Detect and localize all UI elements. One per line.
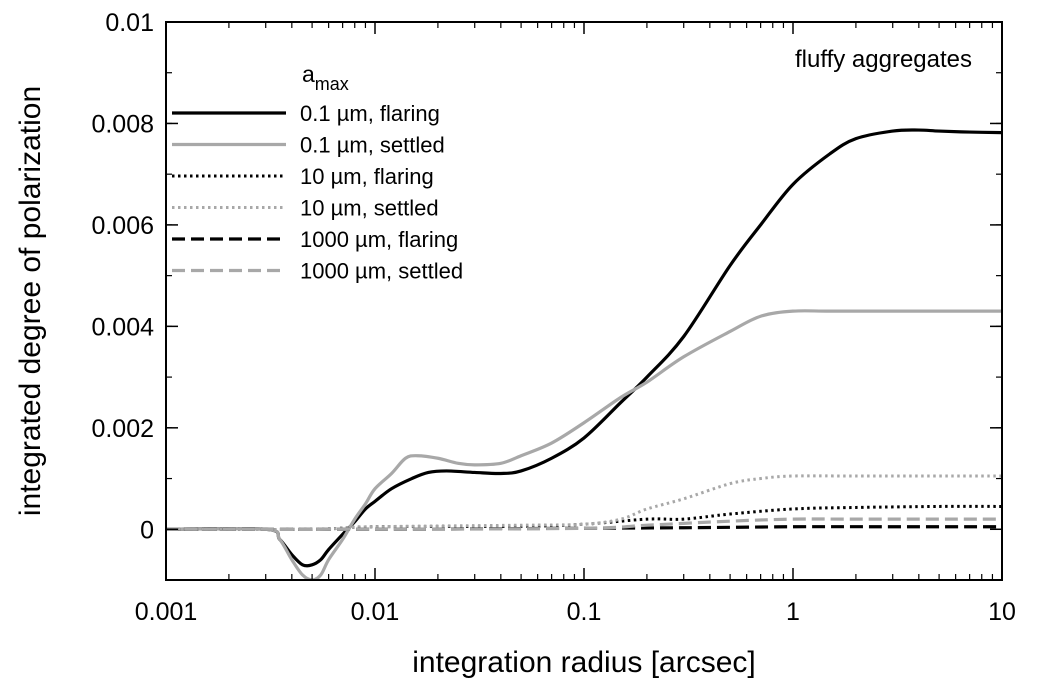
y-tick-label: 0 [140,516,154,544]
series-line-1 [166,128,1002,568]
legend-label-4: 10 µm, settled [300,196,439,221]
legend-label-3: 10 µm, flaring [300,164,434,189]
series-line-4 [166,474,1002,531]
legend-title: amax [302,61,349,94]
y-tick-label: 0.008 [91,110,154,138]
y-tick-labels: 0 0.002 0.004 0.006 0.008 0.01 [91,9,154,544]
series-line-3 [166,504,1002,531]
y-tick-label: 0.002 [91,415,154,443]
x-tick-label: 0.1 [567,598,602,626]
legend-title-main: a [302,61,315,87]
annotation-fluffy-aggregates: fluffy aggregates [795,46,972,73]
legend-items: 0.1 µm, flaring 0.1 µm, settled 10 µm, fla… [172,101,463,284]
y-tick-label: 0.006 [91,212,154,240]
x-tick-labels: 0.001 0.01 0.1 1 10 [135,598,1016,626]
y-tick-label: 0.004 [91,313,154,341]
x-tick-label: 0.01 [351,598,400,626]
legend-label-6: 1000 µm, settled [300,259,463,284]
axis-ticks [165,21,1003,581]
x-tick-label: 10 [988,598,1016,626]
series-line-2 [166,309,1002,580]
series-line-6 [166,517,1002,531]
legend: amax 0.1 µm, flaring 0.1 µm, settled 10 µm… [172,61,463,284]
y-axis-label: integrated degree of polarization [14,86,47,516]
x-tick-label: 1 [786,598,800,626]
legend-title-sub: max [315,74,349,94]
plot-frame [165,21,1003,581]
legend-label-2: 0.1 µm, settled [300,133,445,158]
series-curves [166,128,1002,580]
y-tick-label: 0.01 [105,9,154,37]
legend-label-5: 1000 µm, flaring [300,227,458,252]
x-tick-label: 0.001 [135,598,198,626]
x-axis-label: integration radius [arcsec] [412,646,756,679]
legend-label-1: 0.1 µm, flaring [300,101,440,126]
